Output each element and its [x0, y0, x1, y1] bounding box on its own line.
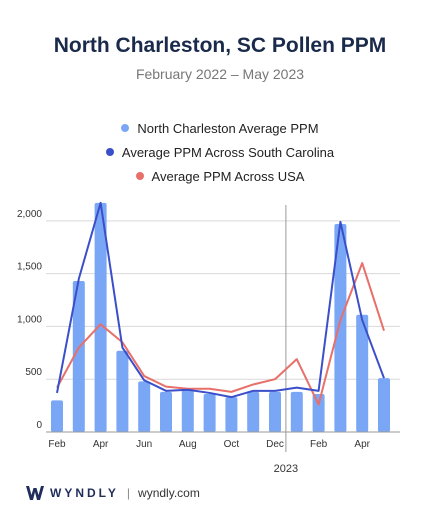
x-tick-label: Feb — [310, 439, 328, 450]
bar-north-charleston — [269, 391, 281, 432]
x-tick-label: Apr — [354, 439, 370, 450]
year-label: 2023 — [274, 463, 298, 475]
bar-north-charleston — [51, 400, 63, 432]
bar-north-charleston — [94, 202, 107, 432]
legend-item-north-charleston: North Charleston Average PPM — [0, 116, 440, 140]
legend-label: North Charleston Average PPM — [137, 120, 319, 136]
footer: WYNDLY | wyndly.com — [26, 486, 200, 500]
footer-site-link[interactable]: wyndly.com — [138, 486, 200, 500]
bar-north-charleston — [138, 381, 151, 432]
bar-north-charleston — [72, 281, 85, 432]
chart-subtitle: February 2022 – May 2023 — [135, 66, 305, 82]
legend-marker-bar — [121, 124, 130, 132]
y-tick-label: 500 — [25, 367, 42, 378]
line-usa-average — [56, 262, 385, 406]
y-tick-label: 2,000 — [17, 209, 42, 220]
x-tick-label: Jun — [136, 439, 152, 450]
legend-item-south-carolina: Average PPM Across South Carolina — [0, 140, 440, 164]
legend-marker-usa-line — [135, 172, 144, 180]
y-tick-label: 1,000 — [17, 314, 42, 325]
line-south-carolina-average — [56, 201, 385, 399]
footer-separator: | — [126, 486, 131, 500]
bar-north-charleston — [378, 378, 390, 432]
bar-north-charleston — [181, 389, 194, 432]
bar-north-charleston — [290, 391, 303, 432]
y-tick-label: 0 — [36, 420, 42, 431]
legend-item-usa: Average PPM Across USA — [0, 164, 440, 188]
legend-label: Average PPM Across South Carolina — [121, 144, 335, 160]
legend-label: Average PPM Across USA — [151, 168, 305, 184]
bar-north-charleston — [203, 393, 216, 432]
y-tick-label: 1,500 — [17, 262, 42, 273]
chart-legend: North Charleston Average PPM Average PPM… — [0, 116, 440, 188]
bar-north-charleston — [334, 224, 347, 432]
bar-north-charleston — [312, 393, 325, 432]
x-tick-label: Aug — [179, 439, 197, 450]
x-tick-label: Dec — [266, 439, 284, 450]
bar-north-charleston — [116, 350, 129, 432]
bar-north-charleston — [225, 397, 238, 432]
x-tick-label: Apr — [93, 439, 109, 450]
footer-brand: WYNDLY — [50, 486, 119, 500]
bar-north-charleston — [247, 391, 260, 432]
chart-title: North Charleston, SC Pollen PPM — [53, 34, 387, 57]
x-tick-label: Oct — [224, 439, 240, 450]
legend-marker-sc-line — [105, 148, 114, 156]
bar-north-charleston — [160, 391, 172, 432]
bar-north-charleston — [356, 314, 369, 432]
wyndly-w-logo-icon — [26, 486, 44, 500]
x-tick-label: Feb — [48, 439, 66, 450]
